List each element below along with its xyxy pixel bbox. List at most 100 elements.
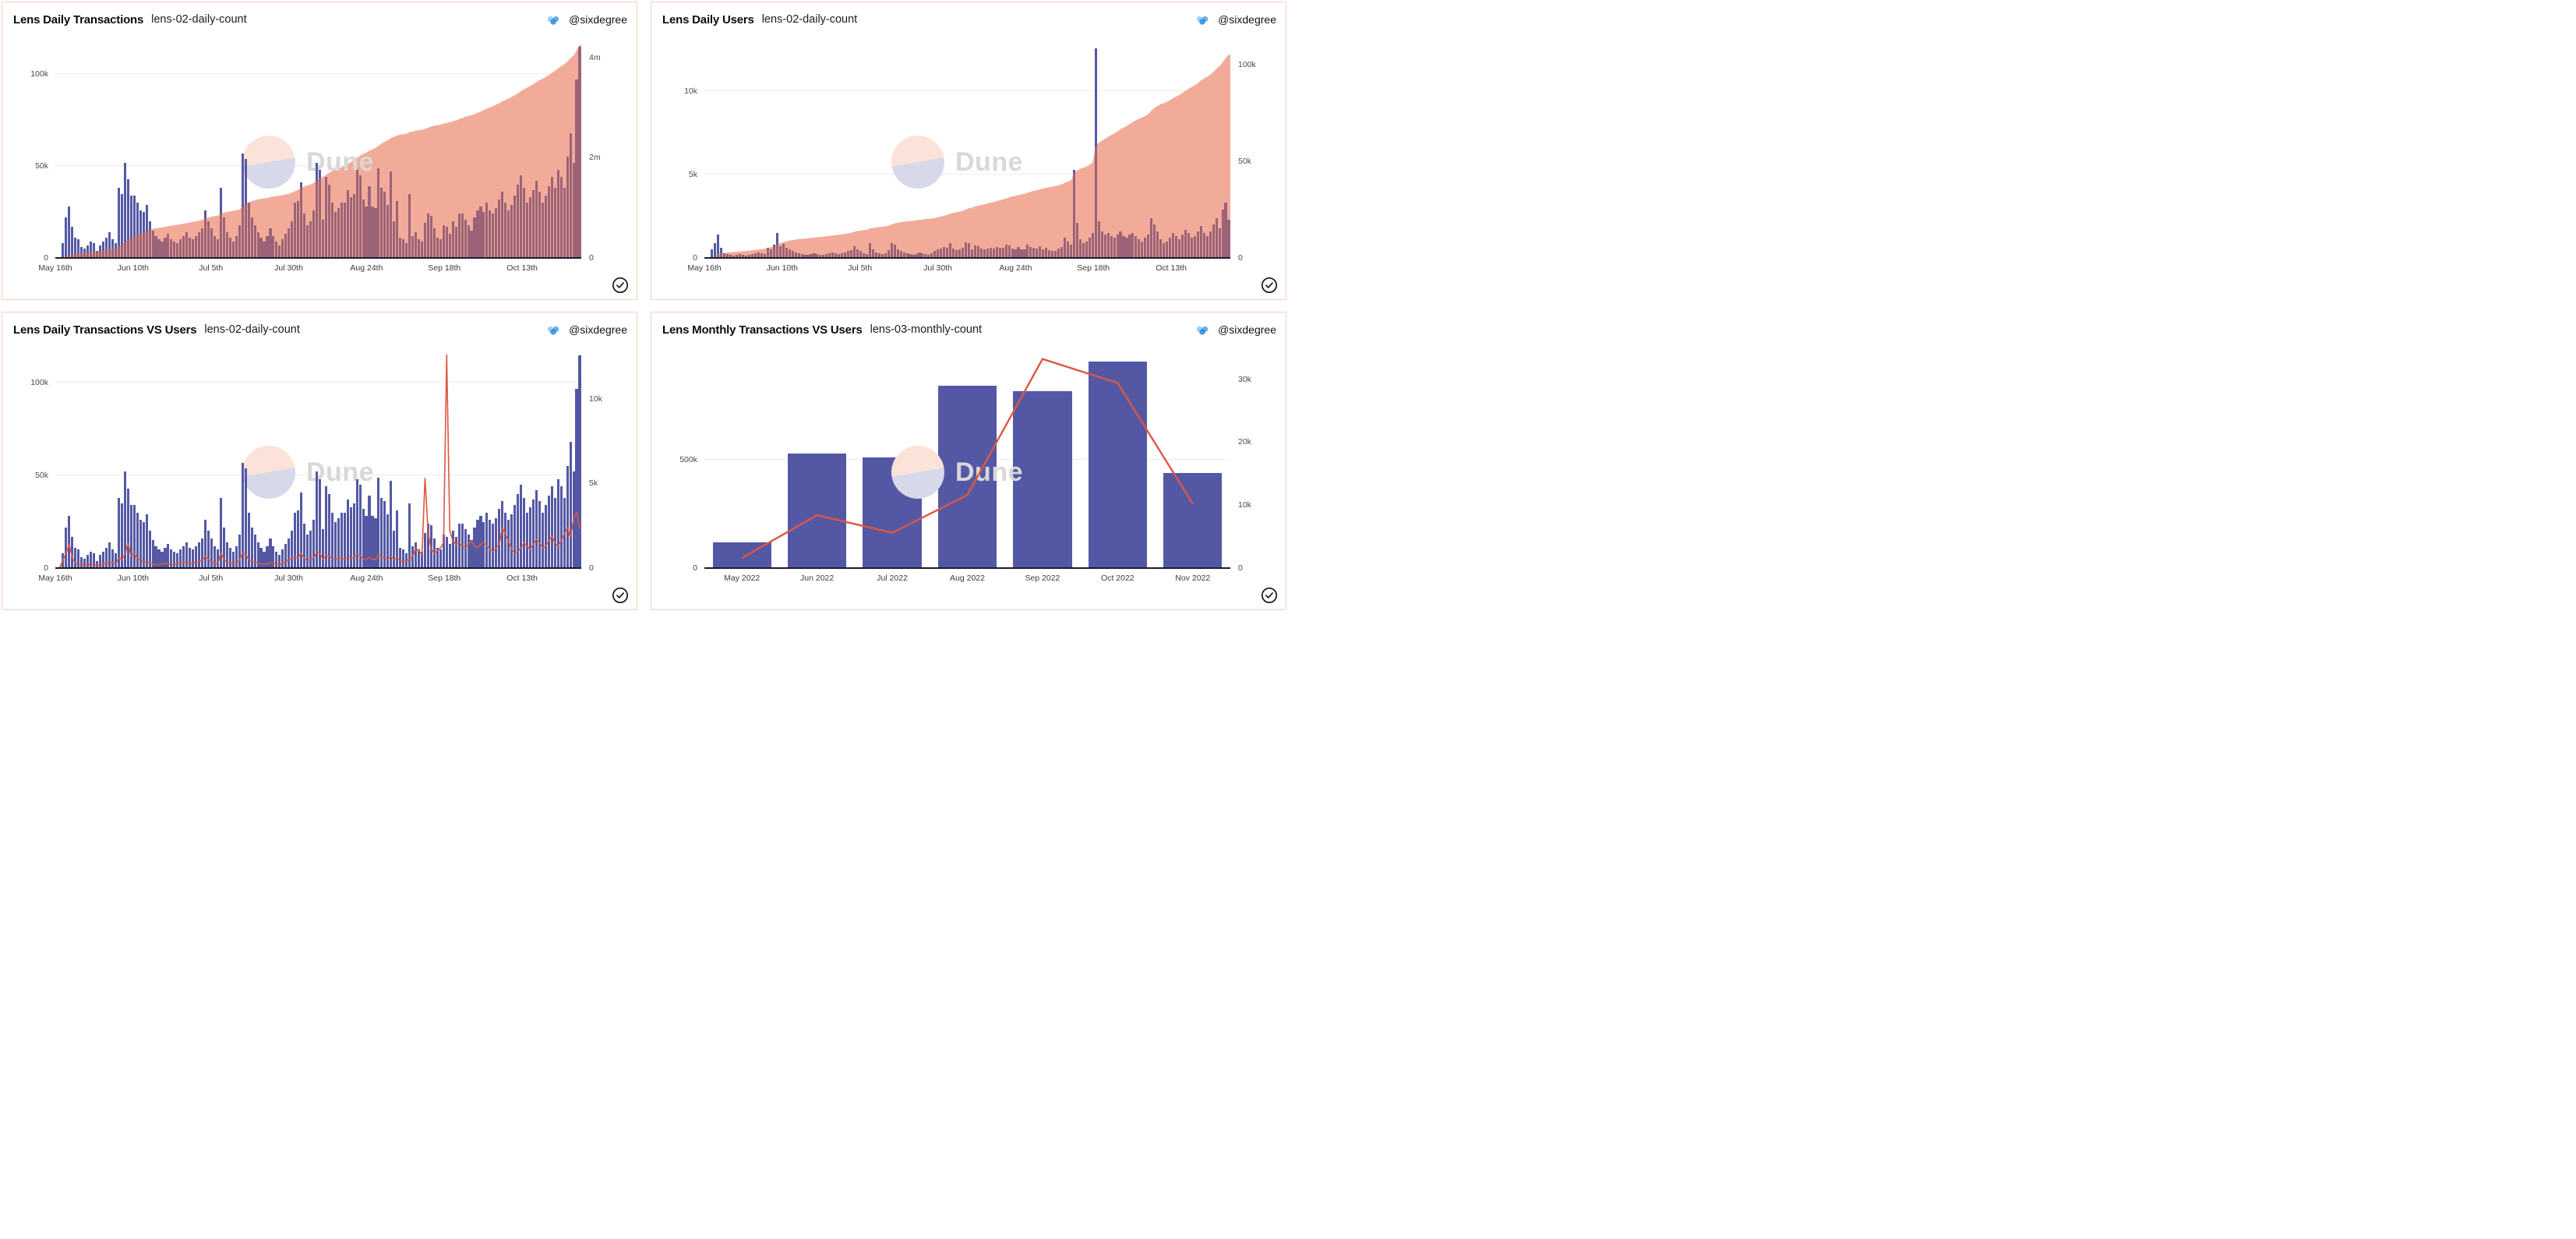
bar [374, 517, 377, 568]
bar [1209, 231, 1212, 258]
bar [1057, 249, 1060, 258]
bar [517, 493, 520, 568]
bar [176, 553, 179, 568]
bar [213, 545, 217, 568]
x-axis-tick: Jul 2022 [877, 574, 908, 583]
check-circle-icon[interactable] [612, 277, 629, 294]
bar [235, 545, 238, 568]
bar [399, 547, 402, 568]
bar [219, 188, 222, 258]
bar [454, 226, 457, 258]
bar [315, 471, 319, 568]
bar [77, 549, 80, 568]
x-axis-tick: Jul 30th [274, 263, 303, 273]
bar [142, 212, 145, 258]
bar [847, 251, 850, 258]
bar [1221, 210, 1224, 258]
bar [256, 542, 259, 568]
sixdegree-hexagons-icon[interactable] [1194, 12, 1210, 27]
bar [93, 553, 96, 568]
bar [439, 239, 442, 258]
bar [961, 248, 965, 258]
bar [865, 253, 868, 258]
bar [890, 242, 893, 258]
check-circle-icon[interactable] [612, 587, 629, 604]
bar [291, 531, 294, 568]
bar [99, 245, 102, 258]
bar [179, 239, 182, 258]
bar [1180, 235, 1184, 258]
bar [569, 442, 572, 568]
bar [930, 252, 933, 258]
bar [68, 516, 71, 568]
bar [1190, 238, 1193, 258]
bar [405, 243, 408, 258]
bar [976, 246, 979, 258]
bar [1147, 235, 1150, 258]
bar [445, 226, 448, 258]
bar [139, 520, 142, 568]
sixdegree-hexagons-icon[interactable] [545, 12, 561, 27]
bar [170, 239, 173, 258]
bar [553, 188, 556, 258]
bar [198, 542, 201, 568]
bar [161, 241, 164, 258]
bar [321, 219, 324, 258]
bar [101, 551, 105, 568]
panel-daily-transactions: Lens Daily Transactions lens-02-daily-co… [2, 2, 637, 300]
bar [189, 238, 192, 258]
bar [126, 178, 129, 258]
author-handle[interactable]: @sixdegree [1218, 323, 1276, 336]
bar [525, 203, 529, 258]
bar [1134, 236, 1138, 258]
author-handle[interactable]: @sixdegree [1218, 13, 1276, 26]
bar [479, 206, 482, 258]
bar [501, 192, 504, 258]
bar [355, 169, 358, 258]
x-axis-tick: Jul 30th [923, 263, 952, 273]
bar [760, 252, 763, 258]
panel-daily-users: Lens Daily Users lens-02-daily-count @si… [651, 2, 1286, 300]
bar [489, 520, 492, 568]
bar [723, 252, 726, 258]
bar [340, 203, 343, 258]
bar [880, 253, 884, 258]
bar [457, 214, 461, 258]
x-axis-tick: Jul 5th [848, 263, 873, 273]
bar [288, 228, 291, 258]
bar [1153, 224, 1156, 258]
bar [206, 221, 210, 258]
bar [111, 549, 114, 568]
bar [989, 248, 992, 258]
bar [1227, 219, 1230, 258]
bar [831, 252, 835, 258]
bar [732, 255, 736, 258]
sixdegree-hexagons-icon[interactable] [545, 322, 561, 337]
y-axis-tick-left: 5k [688, 170, 697, 180]
bar [104, 547, 108, 568]
dune-logo-icon [891, 136, 944, 189]
bar [423, 532, 427, 568]
bar [868, 242, 871, 258]
chart-title: Lens Daily Transactions [13, 12, 144, 26]
check-circle-icon[interactable] [1261, 587, 1278, 604]
sixdegree-hexagons-icon[interactable] [1194, 322, 1210, 337]
bar [745, 255, 748, 258]
author-handle[interactable]: @sixdegree [569, 323, 627, 336]
bar [108, 232, 111, 258]
bar [467, 535, 470, 568]
y-axis-tick-left: 100k [30, 69, 48, 79]
author-handle[interactable]: @sixdegree [569, 13, 627, 26]
chart-plot-area: 0 5k 10k 0 50k 100k May 16th Jun 10th Jul 5th Jul… [684, 41, 1256, 273]
bar [489, 210, 492, 258]
check-circle-icon[interactable] [1261, 277, 1278, 294]
y-axis-tick-right: 10k [589, 394, 602, 404]
bar [788, 249, 791, 258]
bar [498, 508, 501, 568]
x-axis-tick: Oct 13th [506, 574, 538, 583]
bar [955, 250, 958, 258]
bar [501, 501, 504, 568]
bar [371, 206, 374, 258]
bar [1193, 236, 1196, 258]
bar [915, 253, 918, 258]
